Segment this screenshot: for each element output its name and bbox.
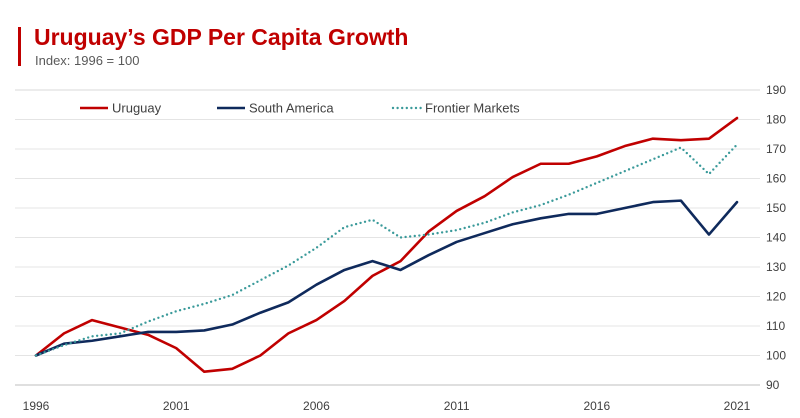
y-tick-label: 120 — [766, 290, 786, 304]
series-line-uruguay — [34, 116, 739, 374]
title-accent-bar — [18, 27, 21, 66]
y-tick-label: 100 — [766, 349, 786, 363]
legend: Uruguay South America Frontier Markets — [80, 101, 520, 116]
chart-subtitle: Index: 1996 = 100 — [35, 53, 140, 68]
series-line-south-america — [34, 199, 739, 357]
x-tick-label: 1996 — [23, 399, 50, 413]
x-tick-label: 2016 — [583, 399, 610, 413]
y-tick-label: 170 — [766, 142, 786, 156]
x-tick-label: 2006 — [303, 399, 330, 413]
gridlines — [15, 119, 760, 356]
y-tick-label: 140 — [766, 231, 786, 245]
legend-label: Frontier Markets — [425, 101, 520, 116]
x-axis-tick-labels: 1996 2001 2006 2011 2016 2021 — [23, 399, 751, 413]
y-tick-label: 130 — [766, 260, 786, 274]
chart-title: Uruguay’s GDP Per Capita Growth — [34, 24, 409, 50]
series-line-frontier-markets — [34, 143, 739, 357]
legend-label: Uruguay — [112, 101, 162, 116]
y-tick-label: 180 — [766, 113, 786, 127]
y-tick-label: 110 — [766, 319, 785, 333]
y-tick-label: 190 — [766, 83, 786, 97]
y-tick-label: 90 — [766, 378, 780, 392]
series-lines — [34, 116, 739, 374]
x-tick-label: 2001 — [163, 399, 190, 413]
y-tick-label: 150 — [766, 201, 786, 215]
y-axis-tick-labels: 90 100 110 120 130 140 150 160 170 180 190 — [766, 83, 786, 392]
x-tick-label: 2011 — [444, 399, 470, 413]
legend-label: South America — [249, 101, 334, 116]
y-tick-label: 160 — [766, 172, 786, 186]
x-tick-label: 2021 — [724, 399, 751, 413]
